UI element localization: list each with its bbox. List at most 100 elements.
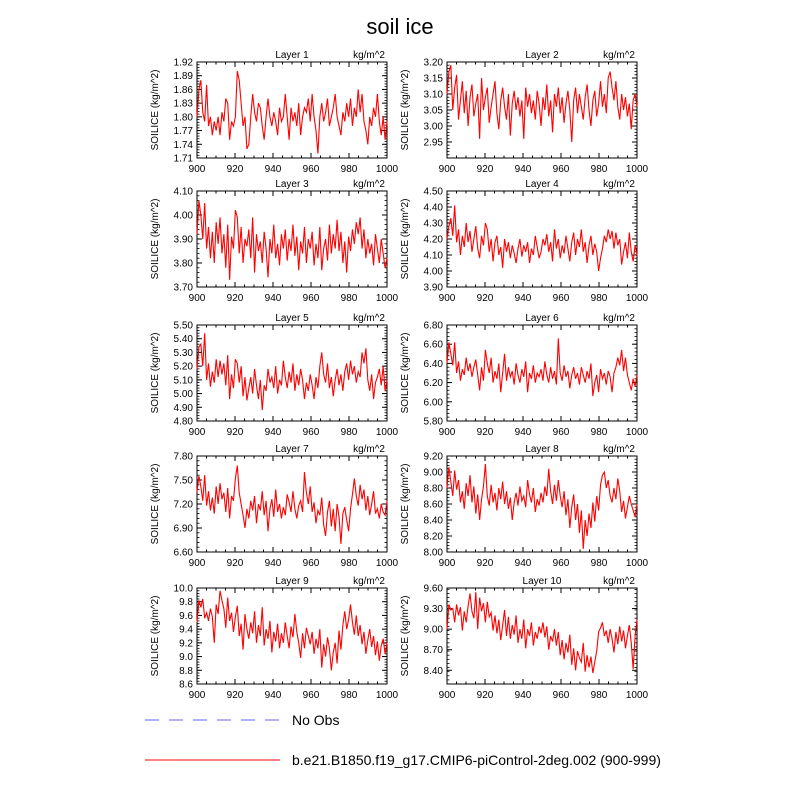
layer-9-xtick-label: 980: [341, 690, 358, 701]
layer-1-ytick-label: 1.77: [174, 126, 194, 137]
layer-7-ytick-label: 7.20: [174, 500, 194, 511]
layer-10-xtick-label: 1000: [626, 690, 649, 701]
layer-5-xtick-label: 900: [189, 427, 206, 438]
layer-3-series-line: [196, 200, 388, 280]
layer-3-ylabel: SOILICE (kg/m^2): [150, 199, 161, 280]
layer-10-xtick-label: 980: [591, 690, 608, 701]
layer-9-units: kg/m^2: [353, 576, 385, 587]
layer-2-xtick-label: 940: [515, 164, 532, 175]
layer-9-ytick-label: 10.0: [174, 584, 194, 595]
layer-7-title: Layer 7: [275, 444, 309, 455]
layer-4-panel: Layer 4 kg/m^2 SOILICE (kg/m^2) 900 920 940 96…: [400, 179, 649, 304]
layer-8-ytick-label: 8.20: [424, 532, 444, 543]
layer-8-units: kg/m^2: [603, 444, 635, 455]
layer-5-ytick-label: 5.40: [174, 334, 194, 345]
layer-2-xtick-label: 900: [439, 164, 456, 175]
layer-7-xtick-label: 900: [189, 558, 206, 569]
layer-7-xtick-label: 980: [341, 558, 358, 569]
layer-7-xtick-label: 1000: [376, 558, 399, 569]
layer-6-ytick-label: 6.60: [424, 340, 444, 351]
layer-9-xtick-label: 940: [265, 690, 282, 701]
layer-10-units: kg/m^2: [603, 576, 635, 587]
layer-3-xtick-label: 920: [227, 293, 244, 304]
layer-6-panel: Layer 6 kg/m^2 SOILICE (kg/m^2) 900 920 940 96…: [400, 313, 649, 438]
layer-6-xtick-label: 920: [477, 427, 494, 438]
layer-2-series-line: [446, 65, 638, 143]
layer-10-ytick-label: 9.30: [424, 604, 444, 615]
layer-2-panel: Layer 2 kg/m^2 SOILICE (kg/m^2) 900 920 940 96…: [400, 50, 649, 175]
layer-10-xtick-label: 940: [515, 690, 532, 701]
layer-8-ylabel: SOILICE (kg/m^2): [400, 464, 411, 545]
layer-1-series-line: [196, 71, 388, 154]
layer-6-xtick-label: 1000: [626, 427, 649, 438]
layer-8-ytick-label: 9.00: [424, 468, 444, 479]
layer-6-ytick-label: 6.00: [424, 397, 444, 408]
layer-1-ytick-label: 1.80: [174, 112, 194, 123]
layer-2-title: Layer 2: [525, 50, 559, 61]
layer-5-xtick-label: 920: [227, 427, 244, 438]
layer-6-xtick-label: 900: [439, 427, 456, 438]
layer-9-ylabel: SOILICE (kg/m^2): [150, 596, 161, 677]
layer-6-ytick-label: 6.20: [424, 378, 444, 389]
layer-5-ytick-label: 5.50: [174, 321, 194, 332]
layer-3-panel: Layer 3 kg/m^2 SOILICE (kg/m^2) 900 920 940 96…: [150, 179, 399, 304]
layer-5-ytick-label: 5.00: [174, 389, 194, 400]
layer-1-xtick-label: 960: [303, 164, 320, 175]
figure-title: soil ice: [366, 14, 433, 39]
layer-4-title: Layer 4: [525, 179, 559, 190]
layer-9-ytick-label: 9.2: [179, 638, 193, 649]
layer-1-xtick-label: 920: [227, 164, 244, 175]
layer-6-units: kg/m^2: [603, 313, 635, 324]
layer-1-ytick-label: 1.74: [174, 140, 194, 151]
layer-9-title: Layer 9: [275, 576, 309, 587]
layer-4-xtick-label: 960: [553, 293, 570, 304]
layer-9-xtick-label: 920: [227, 690, 244, 701]
layer-4-plot-frame: [446, 190, 638, 288]
layer-7-xtick-label: 960: [303, 558, 320, 569]
layer-1-units: kg/m^2: [353, 50, 385, 61]
layer-4-xtick-label: 1000: [626, 293, 649, 304]
layer-10-ytick-label: 9.60: [424, 584, 444, 595]
layer-5-xtick-label: 940: [265, 427, 282, 438]
legend-model-label: b.e21.B1850.f19_g17.CMIP6-piControl-2deg…: [292, 752, 661, 768]
layer-5-ytick-label: 5.30: [174, 348, 194, 359]
layer-1-xtick-label: 1000: [376, 164, 399, 175]
layer-7-units: kg/m^2: [353, 444, 385, 455]
layer-7-xtick-label: 920: [227, 558, 244, 569]
layer-8-series-line: [446, 463, 638, 549]
layer-6-xtick-label: 960: [553, 427, 570, 438]
layer-3-ytick-label: 4.00: [174, 211, 194, 222]
layer-5-xtick-label: 1000: [376, 427, 399, 438]
layer-5-series-line: [196, 333, 388, 411]
layer-9-ytick-label: 9.6: [179, 611, 193, 622]
layer-5-units: kg/m^2: [353, 313, 385, 324]
layer-3-ytick-label: 3.70: [174, 283, 194, 294]
legend-obs-label: No Obs: [292, 712, 339, 728]
layer-1-ylabel: SOILICE (kg/m^2): [150, 70, 161, 151]
layer-4-ylabel: SOILICE (kg/m^2): [400, 199, 411, 280]
layer-2-xtick-label: 920: [477, 164, 494, 175]
layer-9-ytick-label: 9.0: [179, 652, 193, 663]
layer-1-ytick-label: 1.89: [174, 71, 194, 82]
layer-6-ytick-label: 6.40: [424, 359, 444, 370]
layer-6-series-line: [446, 338, 638, 397]
layer-3-xtick-label: 940: [265, 293, 282, 304]
legend: No Obs b.e21.B1850.f19_g17.CMIP6-piContr…: [145, 712, 661, 768]
layer-9-xtick-label: 960: [303, 690, 320, 701]
layer-1-xtick-label: 980: [341, 164, 358, 175]
panels: Layer 1 kg/m^2 SOILICE (kg/m^2) 900 920 940 96…: [150, 50, 649, 701]
layer-10-xtick-label: 900: [439, 690, 456, 701]
layer-1-xtick-label: 900: [189, 164, 206, 175]
layer-7-ytick-label: 7.80: [174, 452, 194, 463]
layer-9-xtick-label: 1000: [376, 690, 399, 701]
layer-10-series-line: [446, 592, 638, 674]
layer-6-xtick-label: 940: [515, 427, 532, 438]
layer-2-xtick-label: 960: [553, 164, 570, 175]
layer-2-ytick-label: 3.15: [424, 74, 444, 85]
layer-4-ytick-label: 3.90: [424, 283, 444, 294]
layer-2-xtick-label: 1000: [626, 164, 649, 175]
layer-8-ytick-label: 8.40: [424, 516, 444, 527]
layer-8-ytick-label: 8.60: [424, 500, 444, 511]
layer-1-plot-frame: [196, 61, 388, 159]
